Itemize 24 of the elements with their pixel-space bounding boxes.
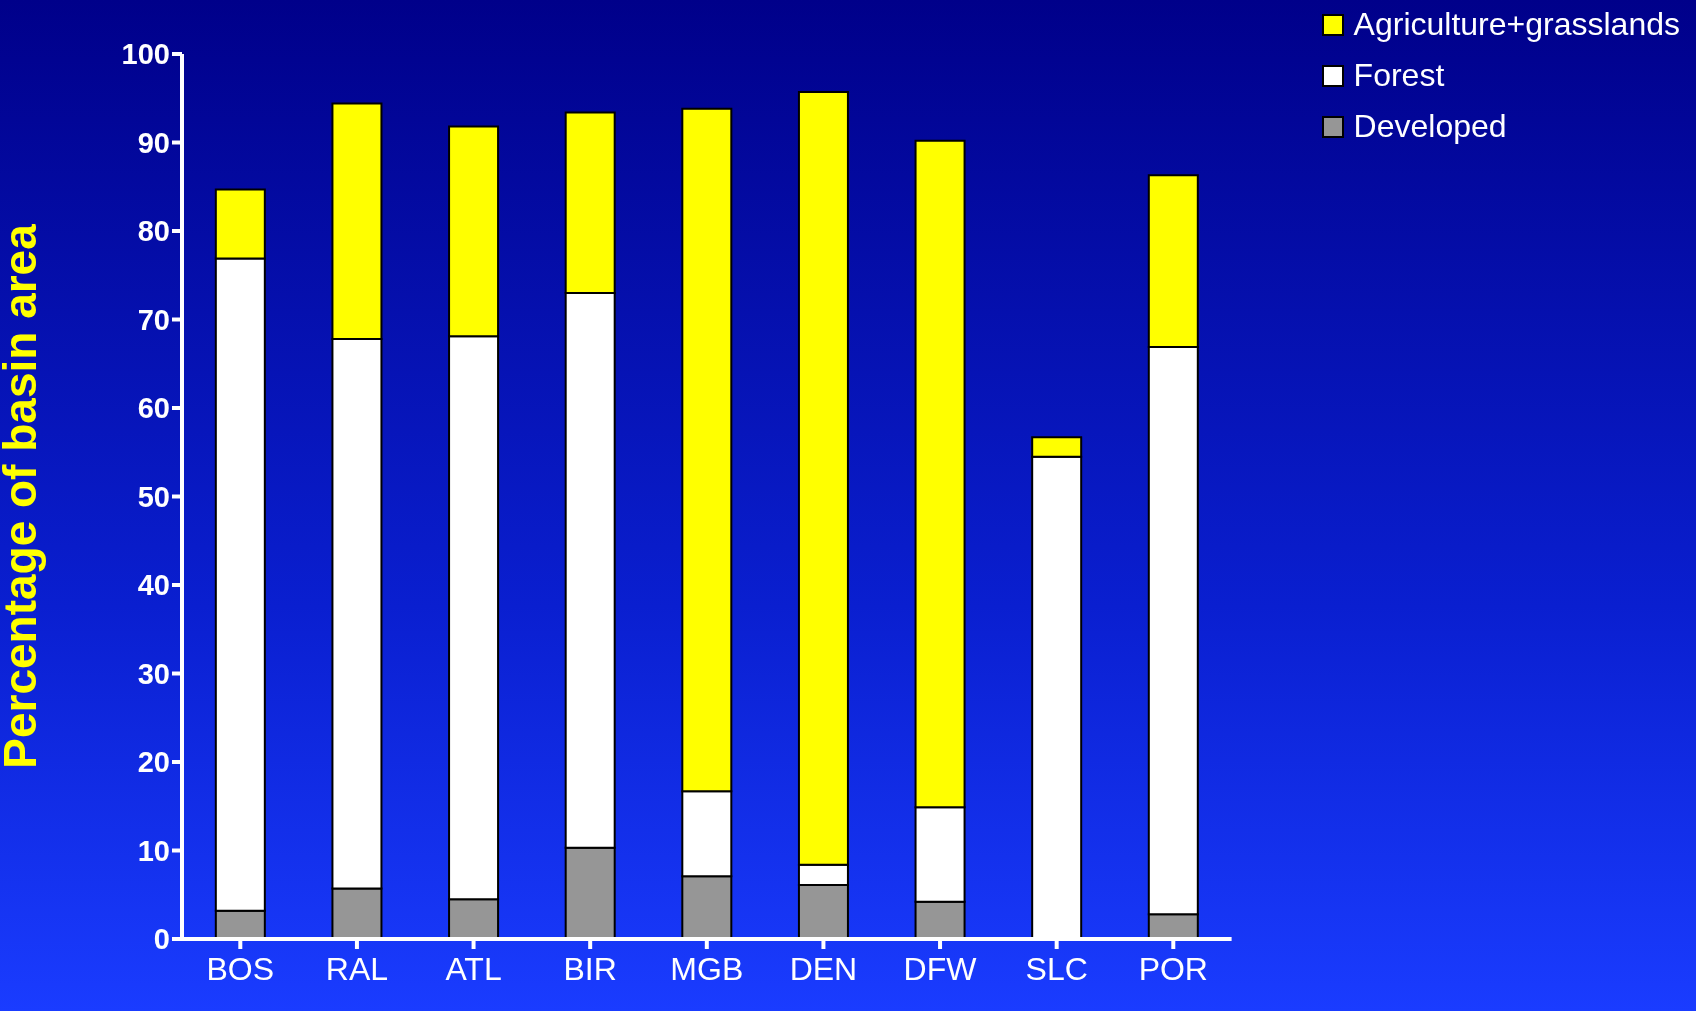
y-tick-label: 30 <box>137 657 170 690</box>
x-tick-label: POR <box>1138 950 1208 987</box>
y-tick-label: 60 <box>137 392 170 425</box>
x-tick-label: DFW <box>903 950 978 987</box>
y-tick-label: 0 <box>153 923 170 956</box>
x-tick-label: RAL <box>325 950 389 987</box>
y-tick-label: 50 <box>137 480 170 513</box>
y-axis-title: Percentage of basin area <box>0 223 47 769</box>
y-tick-label: 90 <box>137 126 170 159</box>
y-tick-label: 70 <box>137 303 170 336</box>
x-tick-label: BIR <box>563 950 617 987</box>
legend-label: Agriculture+grasslands <box>1353 6 1680 43</box>
y-tick-label: 80 <box>137 215 170 248</box>
y-tick-label: 10 <box>137 834 170 867</box>
y-tick-label: 20 <box>137 746 170 779</box>
x-tick-label: SLC <box>1025 950 1088 987</box>
x-tick-label: BOS <box>206 950 275 987</box>
x-tick-label: MGB <box>670 950 744 987</box>
legend-label: Forest <box>1353 57 1445 94</box>
x-tick-label: ATL <box>445 950 502 987</box>
y-tick-label: 100 <box>121 38 170 71</box>
x-tick-label: DEN <box>789 950 858 987</box>
legend-label: Developed <box>1353 108 1507 145</box>
y-tick-label: 40 <box>137 569 170 602</box>
